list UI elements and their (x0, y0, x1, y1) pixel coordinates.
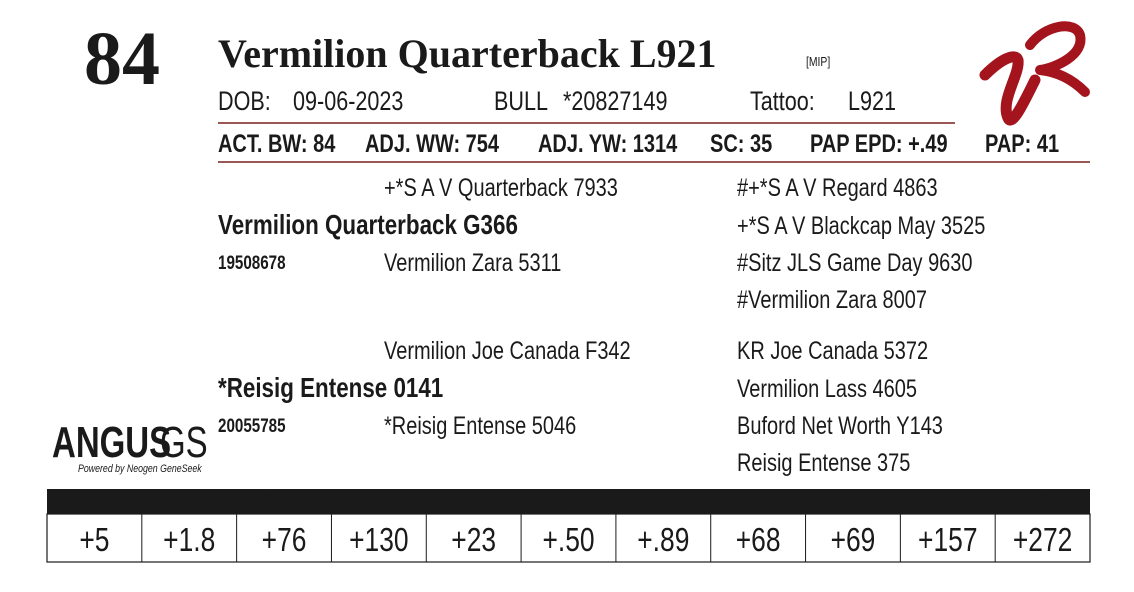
epd-value: +272 (1013, 522, 1072, 558)
parent-name: *Reisig Entense 0141 (218, 373, 443, 404)
stat: PAP: 41 (985, 130, 1059, 158)
epd-value: +5 (79, 522, 109, 558)
logo-tagline: Powered by Neogen GeneSeek (78, 463, 203, 475)
epd-value: +68 (736, 522, 781, 558)
animal-name: Vermilion Quarterback L921 (218, 31, 717, 76)
info: *20827149 (563, 87, 667, 117)
epd-value: +76 (262, 522, 307, 558)
grand-dam: Vermilion Zara 5311 (384, 249, 561, 277)
grand-sire: Vermilion Joe Canada F342 (384, 337, 631, 365)
epd-header: RE EPD (632, 490, 695, 513)
epd-header: WW EPD (249, 490, 320, 513)
stat: ADJ. WW: 754 (365, 130, 499, 158)
stat: ADJ. YW: 1314 (538, 130, 678, 158)
epd-header: $M (746, 490, 769, 513)
great-grand: Buford Net Worth Y143 (737, 412, 943, 440)
great-grand: #Sitz JLS Game Day 9630 (737, 249, 973, 277)
lot-number: 84 (84, 17, 160, 101)
info: 09-06-2023 (293, 87, 403, 117)
stat: SC: 35 (710, 130, 772, 158)
info: L921 (848, 87, 896, 117)
great-grand: #+*S A V Regard 4863 (737, 174, 938, 202)
epd-header: $B (937, 490, 958, 513)
great-grand: KR Joe Canada 5372 (737, 337, 928, 365)
parent-registration: 19508678 (218, 251, 286, 273)
great-grand: #Vermilion Zara 8007 (737, 286, 927, 314)
great-grand: Vermilion Lass 4605 (737, 375, 917, 403)
epd-header: $C (1032, 490, 1054, 513)
stat: PAP EPD: +.49 (810, 130, 948, 158)
stat: ACT. BW: 84 (218, 130, 336, 158)
epd-value: +1.8 (163, 522, 215, 558)
epd-header: CED (77, 490, 112, 513)
epd-header: $W (840, 490, 865, 513)
grand-sire: +*S A V Quarterback 7933 (384, 174, 618, 202)
epd-header: YW EPD (346, 490, 412, 513)
epd-value: +157 (918, 522, 977, 558)
info: Tattoo: (750, 87, 815, 117)
info: DOB: (218, 87, 271, 117)
epd-header: MILK EPD (434, 490, 514, 513)
great-grand: Reisig Entense 375 (737, 449, 910, 477)
parent-registration: 20055785 (218, 414, 286, 436)
brand-logo (979, 21, 1090, 126)
epd-header: MARB EPD (524, 490, 614, 513)
logo-main: ANGUS (52, 419, 171, 468)
parent-name: Vermilion Quarterback G366 (218, 210, 518, 241)
epd-value: +69 (831, 522, 876, 558)
epd-value: +130 (349, 522, 408, 558)
epd-header: BW EPD (156, 490, 223, 513)
grand-dam: *Reisig Entense 5046 (384, 412, 576, 440)
info: BULL (494, 87, 548, 117)
tag: [MIP] (806, 55, 830, 69)
epd-header-band (47, 489, 1090, 514)
epd-value-row (46, 513, 1091, 563)
epd-value: +23 (451, 522, 496, 558)
logo-suffix: GS (160, 419, 208, 468)
epd-value: +.89 (637, 522, 689, 558)
epd-value: +.50 (542, 522, 594, 558)
great-grand: +*S A V Blackcap May 3525 (737, 212, 985, 240)
